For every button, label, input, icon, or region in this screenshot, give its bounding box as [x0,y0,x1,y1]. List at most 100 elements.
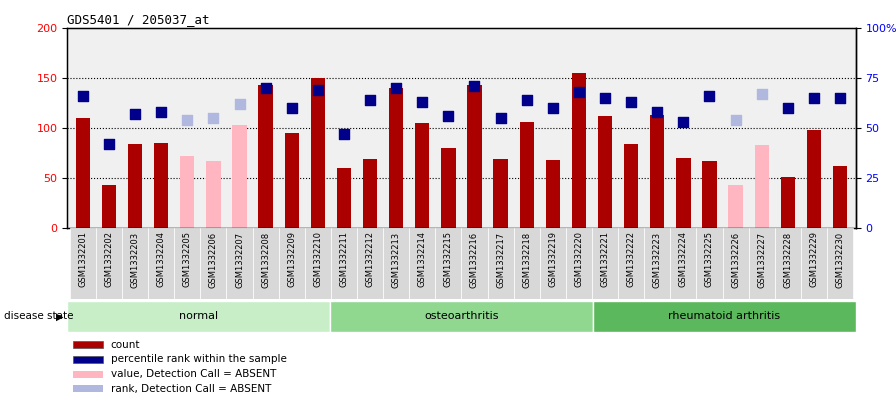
Bar [73,385,102,392]
Point [311,86,325,93]
Point [128,110,142,117]
Text: GSM1332220: GSM1332220 [574,231,583,287]
Bar [73,371,102,378]
Text: GSM1332213: GSM1332213 [392,231,401,288]
Bar [174,228,201,299]
Text: value, Detection Call = ABSENT: value, Detection Call = ABSENT [110,369,276,379]
Bar [644,228,670,299]
Bar [232,125,246,228]
Text: GSM1332221: GSM1332221 [600,231,609,287]
Bar [749,228,775,299]
Text: GSM1332218: GSM1332218 [522,231,531,288]
Bar [833,166,848,228]
Bar [258,84,272,228]
Bar [598,116,612,228]
Point [754,90,769,97]
Point [572,88,586,95]
Bar [461,228,487,299]
Bar [227,228,253,299]
Bar [593,301,856,332]
Text: GSM1332223: GSM1332223 [653,231,662,288]
Point [806,94,821,101]
Point [780,105,795,111]
Text: ▶: ▶ [56,311,63,321]
Text: GSM1332206: GSM1332206 [209,231,218,288]
Bar [389,88,403,228]
Bar [494,159,508,228]
Point [363,97,377,103]
Point [520,97,534,103]
Text: GSM1332215: GSM1332215 [444,231,452,287]
Point [102,141,116,147]
Bar [70,228,96,299]
Text: GSM1332229: GSM1332229 [809,231,818,287]
Bar [827,228,853,299]
Bar [566,228,592,299]
Text: GSM1332204: GSM1332204 [157,231,166,287]
Bar [676,158,691,228]
Bar [754,145,769,228]
Bar [154,143,168,228]
Text: GSM1332227: GSM1332227 [757,231,766,288]
Text: GSM1332224: GSM1332224 [679,231,688,287]
Bar [102,185,116,228]
Text: GSM1332214: GSM1332214 [418,231,426,287]
Bar [624,144,638,228]
Text: GSM1332202: GSM1332202 [105,231,114,287]
Bar [520,122,534,228]
Bar [331,228,357,299]
Bar [279,228,305,299]
Bar [702,161,717,228]
Bar [128,144,142,228]
Bar [285,133,299,228]
Bar [539,228,566,299]
Bar [383,228,409,299]
Point [728,117,743,123]
Bar [415,123,429,228]
Bar [801,228,827,299]
Bar [722,228,749,299]
Point [206,115,220,121]
Text: GSM1332216: GSM1332216 [470,231,479,288]
Bar [363,159,377,228]
Point [833,94,848,101]
Bar [75,118,90,228]
Text: GSM1332208: GSM1332208 [261,231,270,288]
Bar [546,160,560,228]
Bar [330,301,593,332]
Point [702,92,717,99]
Bar [180,156,194,228]
Text: GSM1332222: GSM1332222 [626,231,635,287]
Bar [67,301,330,332]
Bar [96,228,122,299]
Point [258,84,272,91]
Point [180,117,194,123]
Text: GSM1332219: GSM1332219 [548,231,557,287]
Bar [311,78,325,228]
Text: rank, Detection Call = ABSENT: rank, Detection Call = ABSENT [110,384,271,393]
Bar [409,228,435,299]
Point [337,130,351,137]
Bar [487,228,513,299]
Bar [206,161,220,228]
Point [624,99,638,105]
Bar [201,228,227,299]
Bar [513,228,539,299]
Bar [775,228,801,299]
Text: GSM1332212: GSM1332212 [366,231,375,287]
Point [441,112,455,119]
Text: GSM1332230: GSM1332230 [835,231,845,288]
Point [468,83,482,89]
Text: GSM1332226: GSM1332226 [731,231,740,288]
Bar [148,228,174,299]
Text: GSM1332203: GSM1332203 [131,231,140,288]
Point [415,99,429,105]
Text: GSM1332228: GSM1332228 [783,231,792,288]
Bar [650,115,665,228]
Bar [670,228,696,299]
Point [676,119,691,125]
Text: percentile rank within the sample: percentile rank within the sample [110,354,287,364]
Bar [441,148,455,228]
Bar [806,130,821,228]
Bar [468,84,482,228]
